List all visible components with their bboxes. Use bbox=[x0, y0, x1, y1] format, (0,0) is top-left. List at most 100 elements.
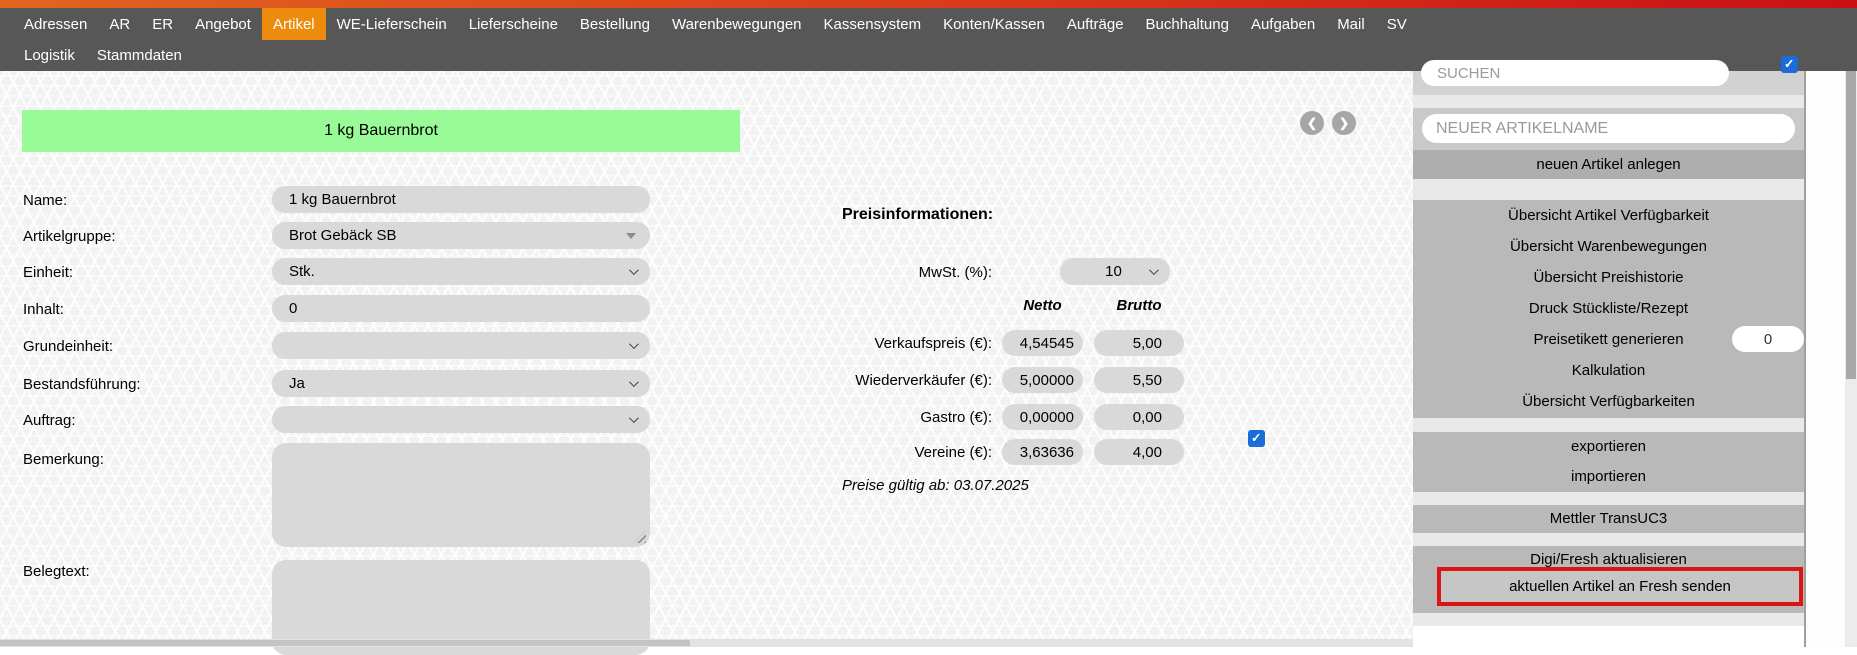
gastro-netto-input[interactable]: 0,00000 bbox=[1002, 404, 1083, 430]
mettler-transuc3-button[interactable]: Mettler TransUC3 bbox=[1549, 510, 1668, 527]
top-accent-strip bbox=[0, 0, 1857, 8]
create-article-button[interactable]: neuen Artikel anlegen bbox=[1413, 150, 1804, 179]
next-article-button[interactable] bbox=[1332, 111, 1356, 135]
send-article-to-fresh-button[interactable]: aktuellen Artikel an Fresh senden bbox=[1437, 567, 1803, 606]
verkaufspreis-brutto-value: 5,00 bbox=[1132, 334, 1162, 352]
send-article-to-fresh-label: aktuellen Artikel an Fresh senden bbox=[1509, 578, 1731, 595]
nav-tab-buchhaltung[interactable]: Buchhaltung bbox=[1145, 15, 1229, 33]
vertical-scrollbar-thumb[interactable] bbox=[1846, 71, 1856, 379]
article-title: 1 kg Bauernbrot bbox=[324, 122, 438, 139]
bestandsfuehrung-value: Ja bbox=[289, 375, 305, 392]
sidebar-top-checkbox[interactable] bbox=[1781, 56, 1798, 73]
verkaufspreis-netto-value: 4,54545 bbox=[1019, 334, 1074, 352]
resize-grip-icon[interactable] bbox=[633, 530, 646, 543]
new-article-name-input[interactable] bbox=[1422, 114, 1795, 143]
inhalt-label: Inhalt: bbox=[23, 301, 64, 318]
nav-tab-artikel-active[interactable]: Artikel bbox=[261, 8, 326, 40]
nav-tab-ar[interactable]: AR bbox=[109, 15, 131, 33]
nav-tab-angebot[interactable]: Angebot bbox=[195, 15, 251, 33]
label-count-input[interactable] bbox=[1732, 326, 1804, 352]
artikelgruppe-select[interactable]: Brot Gebäck SB bbox=[272, 222, 650, 249]
gastro-brutto-value: 0,00 bbox=[1132, 408, 1162, 426]
nav-tab-auftraege[interactable]: Aufträge bbox=[1066, 15, 1124, 33]
auftrag-select[interactable] bbox=[272, 406, 650, 433]
nav-tab-lieferscheine[interactable]: Lieferscheine bbox=[468, 15, 558, 33]
search-input[interactable] bbox=[1421, 60, 1729, 86]
article-title-banner: 1 kg Bauernbrot bbox=[22, 110, 740, 152]
sidebar-gap bbox=[1413, 418, 1804, 432]
vereine-brutto-input[interactable]: 4,00 bbox=[1094, 439, 1184, 465]
nav-tab-kassensystem[interactable]: Kassensystem bbox=[823, 15, 922, 33]
horizontal-scrollbar-thumb[interactable] bbox=[0, 640, 690, 646]
nav-tab-bestellung[interactable]: Bestellung bbox=[579, 15, 650, 33]
vereine-netto-input[interactable]: 3,63636 bbox=[1002, 439, 1083, 465]
netto-column-header: Netto bbox=[1023, 297, 1062, 314]
gastro-label: Gastro (€): bbox=[920, 409, 992, 426]
nav-tab-konten-kassen[interactable]: Konten/Kassen bbox=[943, 15, 1045, 33]
verkaufspreis-brutto-input[interactable]: 5,00 bbox=[1094, 330, 1184, 356]
vereine-netto-value: 3,63636 bbox=[1019, 443, 1074, 461]
bestandsfuehrung-select[interactable]: Ja bbox=[272, 370, 650, 397]
dropdown-triangle-icon bbox=[626, 232, 636, 239]
chevron-down-icon bbox=[628, 339, 639, 350]
sidebar-gap bbox=[1413, 95, 1804, 108]
nav-tab-warenbewegungen[interactable]: Warenbewegungen bbox=[671, 15, 802, 33]
chevron-down-icon bbox=[1148, 265, 1159, 276]
menu-druck-stueckliste-rezept[interactable]: Druck Stückliste/Rezept bbox=[1528, 300, 1689, 317]
nav-tab-logistik[interactable]: Logistik bbox=[24, 47, 75, 64]
export-button[interactable]: exportieren bbox=[1570, 438, 1647, 455]
sidebar-divider bbox=[1804, 71, 1806, 647]
nav-tab-adressen[interactable]: Adressen bbox=[24, 15, 88, 33]
bestandsfuehrung-label: Bestandsführung: bbox=[23, 376, 141, 393]
wiederverkaeufer-label: Wiederverkäufer (€): bbox=[855, 372, 992, 389]
sidebar-menu-section: Übersicht Artikel Verfügbarkeit Übersich… bbox=[1413, 200, 1804, 418]
menu-uebersicht-verfuegbarkeiten[interactable]: Übersicht Verfügbarkeiten bbox=[1522, 393, 1695, 410]
nav-tab-er[interactable]: ER bbox=[152, 15, 174, 33]
vereine-checkbox[interactable] bbox=[1248, 430, 1265, 447]
menu-kalkulation[interactable]: Kalkulation bbox=[1571, 362, 1646, 379]
main-navigation: Adressen AR ER Angebot Artikel WE-Liefer… bbox=[0, 8, 1857, 71]
grundeinheit-select[interactable] bbox=[272, 332, 650, 359]
name-label: Name: bbox=[23, 192, 68, 209]
inhalt-input[interactable]: 0 bbox=[272, 295, 650, 322]
menu-uebersicht-artikel-verfuegbarkeit[interactable]: Übersicht Artikel Verfügbarkeit bbox=[1508, 207, 1709, 224]
inhalt-value: 0 bbox=[289, 300, 298, 317]
nav-tab-mail[interactable]: Mail bbox=[1337, 15, 1365, 33]
nav-tab-stammdaten[interactable]: Stammdaten bbox=[96, 47, 182, 64]
chevron-down-icon bbox=[628, 377, 639, 388]
verkaufspreis-netto-input[interactable]: 4,54545 bbox=[1002, 330, 1083, 356]
price-valid-from-note: Preise gültig ab: 03.07.2025 bbox=[842, 477, 1029, 494]
auftrag-label: Auftrag: bbox=[23, 412, 76, 429]
chevron-down-icon bbox=[628, 265, 639, 276]
menu-uebersicht-preishistorie[interactable]: Übersicht Preishistorie bbox=[1533, 269, 1684, 286]
sidebar-gap bbox=[1413, 613, 1804, 626]
digi-fresh-update-button[interactable]: Digi/Fresh aktualisieren bbox=[1530, 551, 1687, 568]
nav-tab-we-lieferschein[interactable]: WE-Lieferschein bbox=[336, 15, 447, 33]
vat-select[interactable]: 10 bbox=[1060, 258, 1170, 285]
horizontal-scrollbar[interactable] bbox=[0, 639, 1413, 647]
menu-uebersicht-warenbewegungen[interactable]: Übersicht Warenbewegungen bbox=[1509, 238, 1708, 255]
name-input[interactable]: 1 kg Bauernbrot bbox=[272, 186, 650, 213]
wiederverkaeufer-brutto-input[interactable]: 5,50 bbox=[1094, 367, 1184, 393]
grundeinheit-label: Grundeinheit: bbox=[23, 338, 114, 355]
nav-tab-aufgaben[interactable]: Aufgaben bbox=[1250, 15, 1316, 33]
previous-article-button[interactable] bbox=[1300, 111, 1324, 135]
import-button[interactable]: importieren bbox=[1570, 468, 1647, 485]
nav-tab-sv[interactable]: SV bbox=[1386, 15, 1407, 33]
nav-row-primary: Adressen AR ER Angebot Artikel WE-Liefer… bbox=[0, 8, 1857, 40]
sidebar-gap bbox=[1413, 492, 1804, 505]
wiederverkaeufer-netto-input[interactable]: 5,00000 bbox=[1002, 367, 1083, 393]
menu-preisetikett-generieren[interactable]: Preisetikett generieren bbox=[1533, 331, 1684, 348]
einheit-label: Einheit: bbox=[23, 264, 74, 281]
einheit-value: Stk. bbox=[289, 263, 315, 280]
brutto-column-header: Brutto bbox=[1116, 297, 1162, 314]
sidebar-gap bbox=[1413, 533, 1804, 546]
bemerkung-textarea[interactable] bbox=[272, 443, 650, 547]
nav-row-secondary: Logistik Stammdaten bbox=[0, 40, 1857, 71]
sidebar-mettler-section: Mettler TransUC3 bbox=[1413, 505, 1804, 533]
price-section-heading: Preisinformationen: bbox=[842, 206, 994, 223]
gastro-brutto-input[interactable]: 0,00 bbox=[1094, 404, 1184, 430]
einheit-select[interactable]: Stk. bbox=[272, 258, 650, 285]
sidebar-export-section: exportieren importieren bbox=[1413, 432, 1804, 492]
